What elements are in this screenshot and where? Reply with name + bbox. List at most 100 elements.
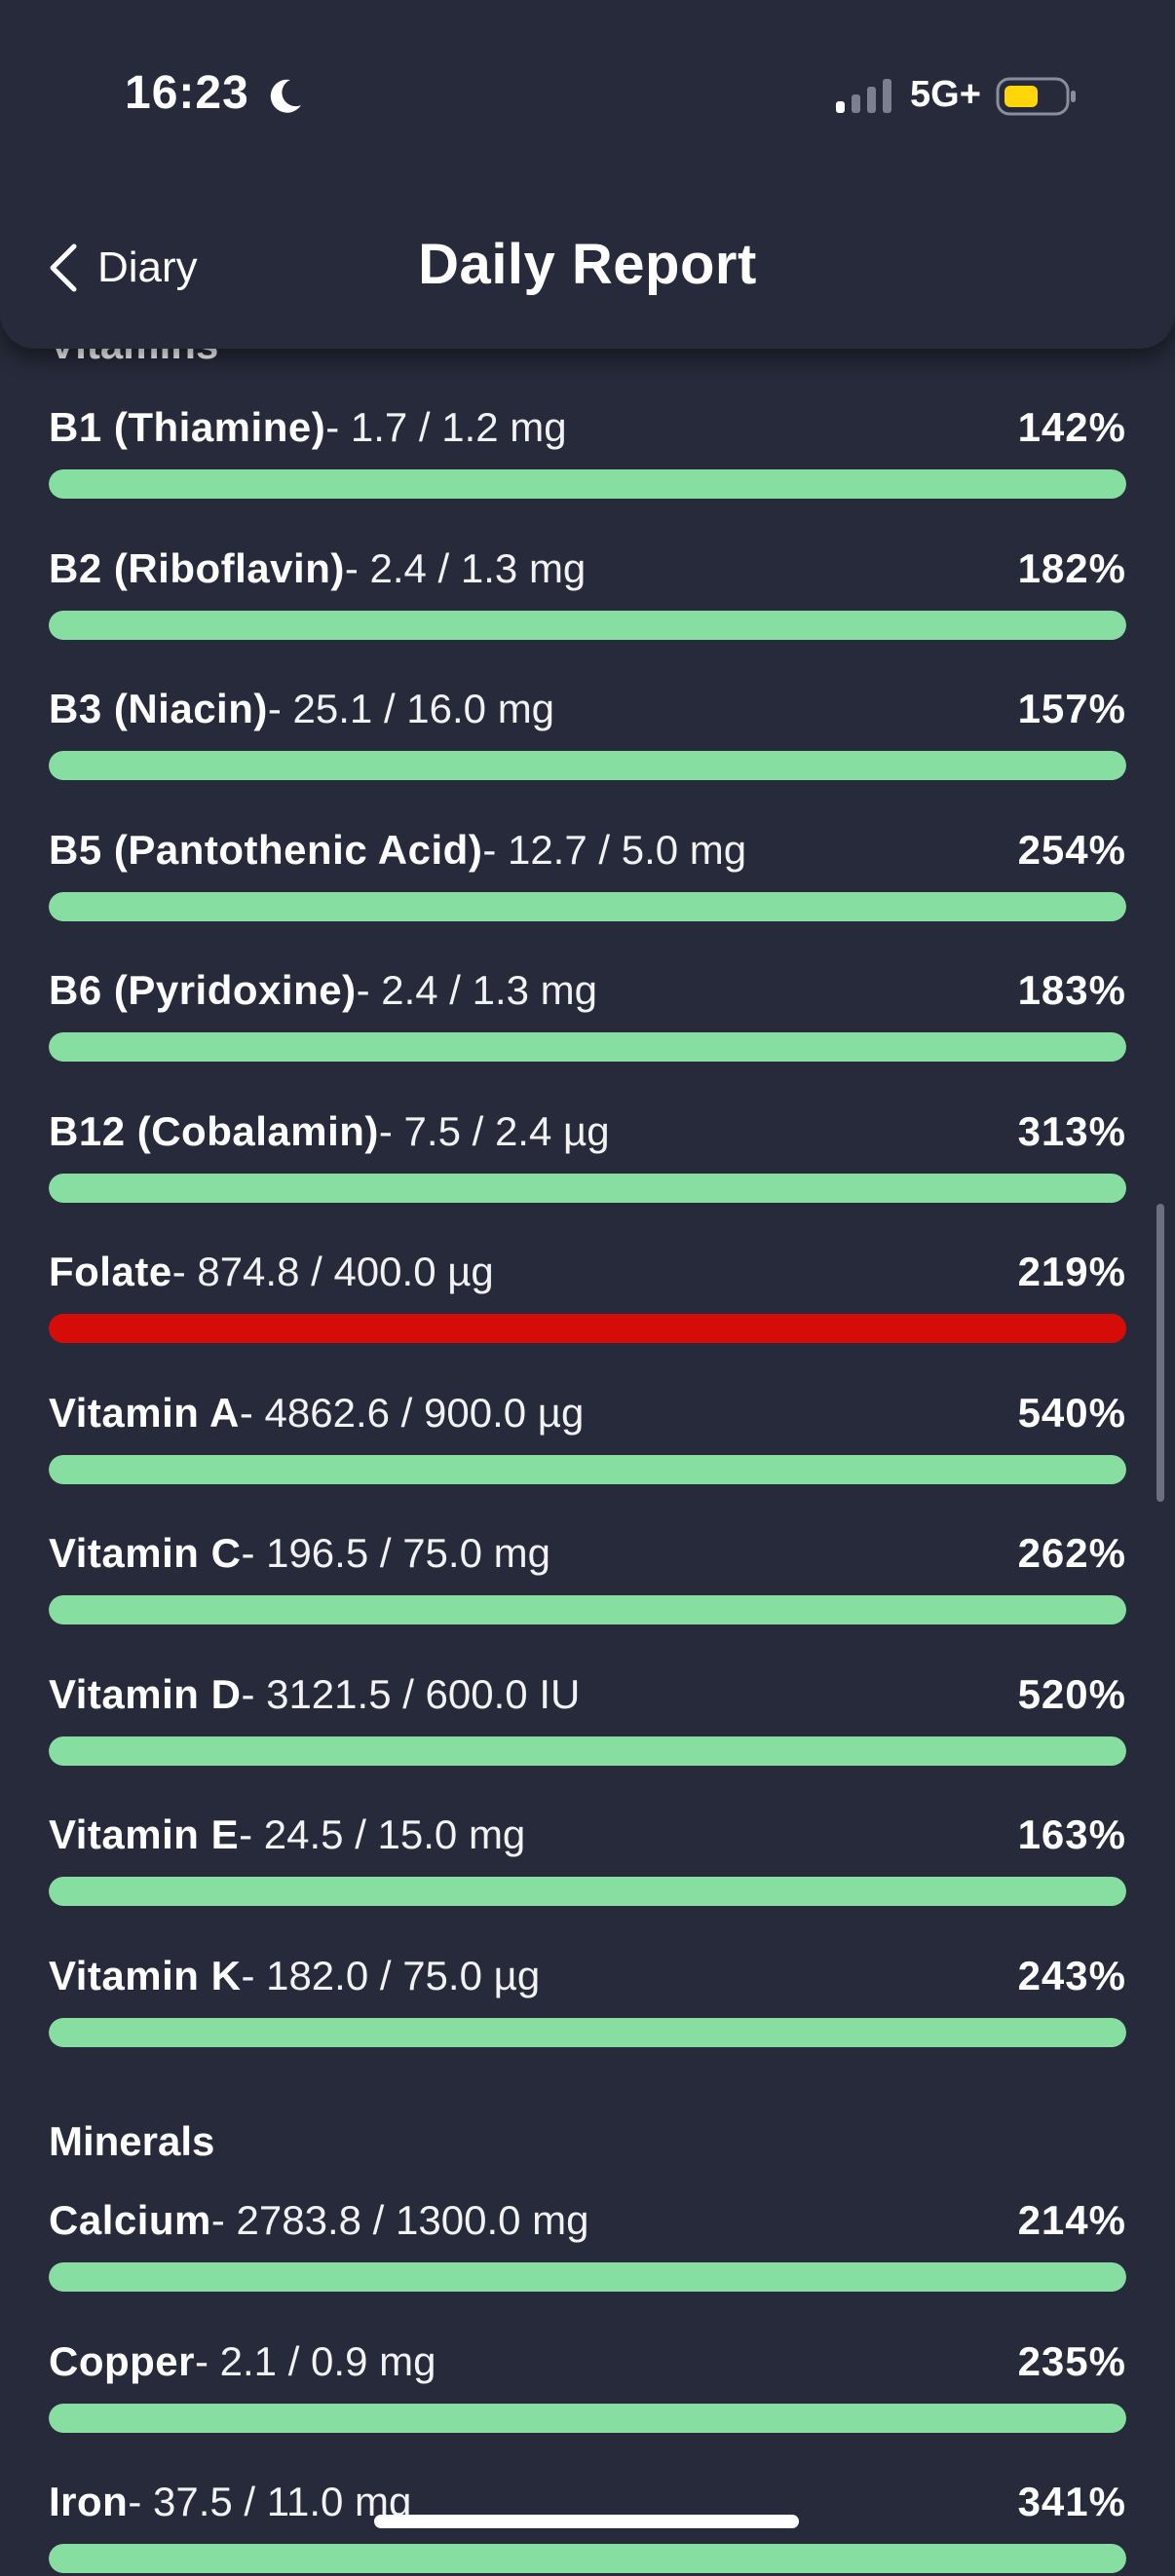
nutrient-amount: - 182.0 / 75.0 µg: [241, 1952, 541, 1998]
nutrient-percent: 163%: [1017, 1811, 1126, 1857]
nutrient-label: B5 (Pantothenic Acid)- 12.7 / 5.0 mg: [49, 827, 746, 874]
progress-bar: [49, 1877, 1126, 1906]
progress-bar: [49, 1032, 1126, 1062]
progress-bar: [49, 469, 1126, 499]
progress-bar: [49, 1173, 1126, 1203]
nutrient-percent: 243%: [1017, 1952, 1126, 1998]
nutrient-amount: - 196.5 / 75.0 mg: [241, 1530, 550, 1576]
nutrient-amount: - 4862.6 / 900.0 µg: [239, 1389, 585, 1436]
nutrient-name: Vitamin E: [49, 1811, 240, 1857]
nutrient-name: B12 (Cobalamin): [49, 1107, 379, 1154]
nutrient-amount: - 25.1 / 16.0 mg: [267, 686, 555, 731]
progress-bar-fill: [49, 2544, 1126, 2573]
progress-bar: [49, 1314, 1126, 1343]
status-time: 16:23: [125, 67, 249, 119]
progress-bar: [49, 1454, 1126, 1484]
nutrient-amount: - 2.4 / 1.3 mg: [344, 544, 587, 591]
progress-bar-fill: [49, 1314, 1126, 1343]
nutrient-percent: 142%: [1017, 404, 1126, 450]
nutrient-percent: 313%: [1017, 1107, 1126, 1154]
nutrient-name: Copper: [49, 2337, 195, 2384]
nutrient-row-vitamin-k[interactable]: Vitamin K- 182.0 / 75.0 µg 243%: [49, 1953, 1126, 2050]
nutrient-name: B5 (Pantothenic Acid): [49, 826, 483, 873]
nutrient-amount: - 1.7 / 1.2 mg: [325, 404, 567, 450]
nutrient-label: Vitamin A- 4862.6 / 900.0 µg: [49, 1390, 584, 1437]
moon-icon: [270, 79, 301, 113]
nutrient-label: B6 (Pyridoxine)- 2.4 / 1.3 mg: [49, 967, 597, 1014]
nutrient-amount: - 7.5 / 2.4 µg: [378, 1107, 610, 1154]
nutrient-row-copper[interactable]: Copper- 2.1 / 0.9 mg 235%: [49, 2338, 1126, 2436]
progress-bar: [49, 1595, 1126, 1624]
nutrient-amount: - 24.5 / 15.0 mg: [239, 1811, 526, 1857]
progress-bar: [49, 2544, 1126, 2573]
progress-bar: [49, 2262, 1126, 2292]
nutrient-label: B1 (Thiamine)- 1.7 / 1.2 mg: [49, 404, 567, 451]
nutrient-row-folate[interactable]: Folate- 874.8 / 400.0 µg 219%: [49, 1249, 1126, 1346]
nutrient-name: B1 (Thiamine): [49, 404, 326, 450]
nutrient-name: Vitamin D: [49, 1670, 242, 1717]
progress-bar-fill: [49, 1877, 1126, 1906]
nutrient-name: Calcium: [49, 2197, 211, 2243]
nutrient-name: Vitamin A: [49, 1389, 240, 1436]
nutrient-amount: - 2783.8 / 1300.0 mg: [210, 2197, 589, 2243]
page-title: Daily Report: [418, 233, 757, 296]
progress-bar-fill: [49, 1032, 1126, 1062]
nutrient-row-b2-riboflavin[interactable]: B2 (Riboflavin)- 2.4 / 1.3 mg 182%: [49, 545, 1126, 643]
nutrient-label: Calcium- 2783.8 / 1300.0 mg: [49, 2197, 589, 2244]
nutrient-percent: 262%: [1017, 1530, 1126, 1576]
nutrient-row-b6-pyridoxine[interactable]: B6 (Pyridoxine)- 2.4 / 1.3 mg 183%: [49, 967, 1126, 1064]
progress-bar-fill: [49, 2017, 1126, 2047]
nutrient-row-vitamin-e[interactable]: Vitamin E- 24.5 / 15.0 mg 163%: [49, 1811, 1126, 1909]
nutrient-name: Vitamin C: [49, 1530, 242, 1576]
nutrient-row-b5-pantothenic-acid[interactable]: B5 (Pantothenic Acid)- 12.7 / 5.0 mg 254%: [49, 827, 1126, 924]
progress-bar: [49, 2017, 1126, 2047]
nutrient-label: Iron- 37.5 / 11.0 mg: [49, 2479, 411, 2525]
network-label: 5G+: [910, 74, 981, 115]
chevron-left-icon: [50, 243, 77, 292]
nutrient-name: B3 (Niacin): [49, 686, 268, 731]
scrollbar[interactable]: [1156, 1204, 1164, 1502]
progress-bar-fill: [49, 891, 1126, 921]
nutrient-row-vitamin-a[interactable]: Vitamin A- 4862.6 / 900.0 µg 540%: [49, 1390, 1126, 1487]
nutrient-amount: - 874.8 / 400.0 µg: [171, 1249, 494, 1294]
nutrient-row-b1-thiamine[interactable]: B1 (Thiamine)- 1.7 / 1.2 mg 142%: [49, 404, 1126, 502]
progress-bar-fill: [49, 1595, 1126, 1624]
top-bar: 16:23 5G+ Diary Daily Report: [0, 0, 1175, 349]
nutrient-name: Vitamin K: [49, 1952, 242, 1998]
nutrient-label: B3 (Niacin)- 25.1 / 16.0 mg: [49, 686, 554, 732]
nutrient-label: Vitamin C- 196.5 / 75.0 mg: [49, 1530, 550, 1577]
nutrient-label: Vitamin D- 3121.5 / 600.0 IU: [49, 1671, 580, 1718]
nutrient-row-b3-niacin[interactable]: B3 (Niacin)- 25.1 / 16.0 mg 157%: [49, 686, 1126, 783]
nutrient-row-vitamin-d[interactable]: Vitamin D- 3121.5 / 600.0 IU 520%: [49, 1671, 1126, 1769]
home-indicator[interactable]: [374, 2515, 799, 2528]
nutrient-label: Vitamin K- 182.0 / 75.0 µg: [49, 1953, 540, 1999]
nutrient-percent: 540%: [1017, 1389, 1126, 1436]
progress-bar: [49, 891, 1126, 921]
progress-bar-fill: [49, 2262, 1126, 2292]
back-button[interactable]: Diary: [47, 234, 198, 302]
progress-bar-fill: [49, 469, 1126, 499]
nutrient-percent: 520%: [1017, 1670, 1126, 1717]
battery-icon: [996, 77, 1076, 116]
nutrient-row-calcium[interactable]: Calcium- 2783.8 / 1300.0 mg 214%: [49, 2197, 1126, 2295]
signal-icon: [836, 79, 891, 113]
progress-bar: [49, 2403, 1126, 2433]
progress-bar: [49, 751, 1126, 780]
nutrient-amount: - 2.4 / 1.3 mg: [356, 967, 598, 1013]
nutrient-label: Folate- 874.8 / 400.0 µg: [49, 1249, 494, 1295]
nutrient-row-vitamin-c[interactable]: Vitamin C- 196.5 / 75.0 mg 262%: [49, 1530, 1126, 1627]
nutrient-name: B2 (Riboflavin): [49, 544, 345, 591]
nutrient-percent: 183%: [1017, 967, 1126, 1013]
nutrient-percent: 235%: [1017, 2337, 1126, 2384]
nutrient-percent: 182%: [1017, 544, 1126, 591]
nutrient-row-b12-cobalamin[interactable]: B12 (Cobalamin)- 7.5 / 2.4 µg 313%: [49, 1108, 1126, 1206]
nutrient-percent: 219%: [1017, 1249, 1126, 1294]
nutrient-label: B12 (Cobalamin)- 7.5 / 2.4 µg: [49, 1108, 610, 1155]
nutrient-amount: - 12.7 / 5.0 mg: [482, 826, 747, 873]
nutrient-label: Vitamin E- 24.5 / 15.0 mg: [49, 1811, 525, 1858]
nutrient-amount: - 2.1 / 0.9 mg: [195, 2337, 436, 2384]
progress-bar-fill: [49, 1736, 1126, 1766]
nutrient-percent: 254%: [1017, 826, 1126, 873]
section-heading-minerals: Minerals: [49, 2118, 215, 2164]
